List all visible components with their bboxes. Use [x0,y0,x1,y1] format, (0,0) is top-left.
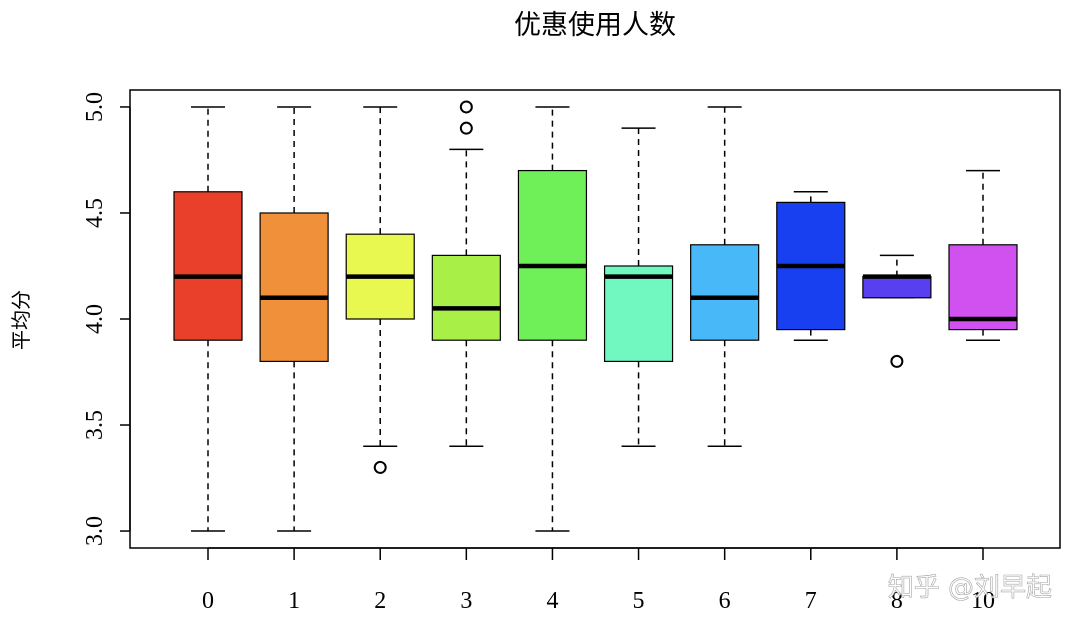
outlier-point [890,354,904,368]
box-7 [776,191,846,341]
iqr-box [517,169,588,341]
x-tick-label: 6 [719,588,731,614]
boxes-group [173,100,1018,532]
y-tick-label: 4.0 [82,304,108,334]
x-tick-label: 2 [374,588,386,614]
iqr-box [259,212,329,363]
box-2 [345,106,415,474]
x-tick-label: 3 [460,588,472,614]
box-1 [259,106,329,532]
y-tick-label: 3.5 [82,410,108,440]
x-tick-label: 4 [546,588,558,614]
x-tick-label: 8 [891,588,903,614]
y-axis: 3.0 3.5 4.0 4.5 5.0 [82,92,131,546]
x-tick-label: 10 [971,588,995,614]
x-tick-label: 0 [202,588,214,614]
outlier-point [459,100,473,114]
iqr-box [431,254,501,341]
box-4 [517,106,588,532]
box-3 [431,100,501,447]
y-tick-label: 5.0 [82,92,108,122]
box-6 [690,106,760,447]
outlier-point [373,460,387,474]
box-10 [948,169,1018,341]
x-tick-label: 5 [633,588,645,614]
iqr-box [948,244,1018,331]
watermark: 知乎 @刘早起 [888,573,1052,603]
box-0 [173,106,243,532]
iqr-box [862,275,932,299]
chart-title: 优惠使用人数 [514,10,676,41]
x-tick-label: 7 [805,588,817,614]
y-tick-label: 3.0 [82,516,108,546]
iqr-box [173,191,243,341]
iqr-box [690,244,760,341]
box-8 [862,254,932,368]
x-tick-label: 1 [288,588,300,614]
x-axis: 0 1 2 3 4 5 6 7 8 10 [202,547,995,614]
box-5 [603,127,674,447]
iqr-box [603,265,674,363]
outlier-point [459,121,473,135]
y-tick-label: 4.5 [82,198,108,228]
y-axis-label: 平均分 [9,290,33,350]
